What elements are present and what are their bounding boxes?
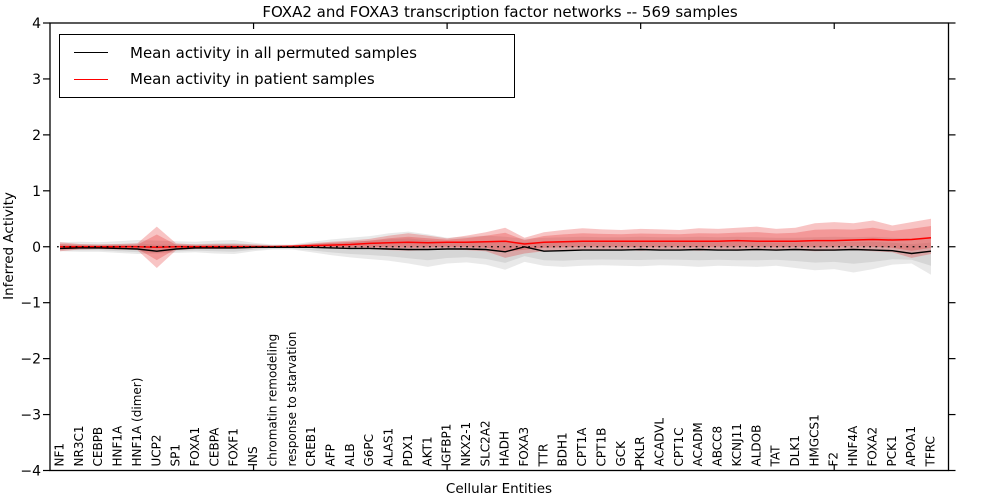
x-tick-label: DLK1 <box>788 435 802 466</box>
y-tick-labels: 4 3 2 1 0 −1 −2 −3 −4 <box>20 16 41 480</box>
permuted-range-band <box>60 231 931 275</box>
permuted-mean-line <box>59 246 932 255</box>
x-tick-labels: NF1 NR3C1 CEBPB HNF1A HNF1A (dimer) UCP2 SP1 FO… <box>53 332 938 468</box>
x-tick-label: BDH1 <box>556 432 570 466</box>
x-tick-label: PDX1 <box>401 434 415 466</box>
x-tick-label: HNF4A <box>846 425 860 467</box>
y-axis-label: Inferred Activity <box>1 192 17 300</box>
x-tick-label: KCNJ11 <box>730 423 744 466</box>
svg-text:−1: −1 <box>20 296 41 312</box>
x-tick-label: ALB <box>343 443 357 466</box>
x-tick-label: ALAS1 <box>382 428 396 467</box>
x-tick-label: CPT1B <box>595 428 609 467</box>
svg-text:−2: −2 <box>20 352 41 368</box>
x-tick-label: HMGCS1 <box>807 414 821 466</box>
x-tick-label: FOXA3 <box>517 427 531 467</box>
legend-line-black <box>74 52 108 54</box>
svg-text:2: 2 <box>32 128 41 144</box>
svg-text:4: 4 <box>32 16 41 32</box>
x-tick-label: ABCC8 <box>711 426 725 467</box>
axis-ticks <box>43 22 956 472</box>
x-tick-label: NKX2-1 <box>459 422 473 467</box>
x-tick-label: ACADM <box>691 422 705 466</box>
x-tick-label: NF1 <box>53 443 67 467</box>
x-tick-label: PKLR <box>633 436 647 466</box>
x-tick-label: UCP2 <box>149 434 163 466</box>
x-tick-label: AKT1 <box>420 436 434 466</box>
x-tick-label: ACADVL <box>653 418 667 467</box>
patient-range-band <box>60 218 931 268</box>
x-tick-label: TFRC <box>924 436 938 467</box>
x-tick-label: FOXF1 <box>227 428 241 466</box>
svg-text:−4: −4 <box>20 464 41 480</box>
legend: Mean activity in all permuted samples Me… <box>59 34 515 98</box>
x-tick-label: APOA1 <box>904 426 918 467</box>
x-tick-label: CREB1 <box>304 426 318 466</box>
x-tick-label: TTR <box>536 444 550 468</box>
svg-text:3: 3 <box>32 72 41 88</box>
x-tick-label: NR3C1 <box>72 426 86 467</box>
x-tick-label: INS <box>246 446 260 466</box>
x-tick-label: IGFBP1 <box>440 424 454 467</box>
svg-text:−3: −3 <box>20 408 41 424</box>
x-tick-label: TAT <box>769 445 783 468</box>
x-tick-label: CPT1C <box>672 428 686 467</box>
x-tick-label: HNF1A <box>111 425 125 467</box>
x-tick-label: HNF1A (dimer) <box>130 378 144 467</box>
x-tick-label: response to starvation <box>285 332 299 467</box>
svg-text:0: 0 <box>32 240 41 256</box>
x-tick-label: CEBPA <box>207 427 221 467</box>
x-tick-label: GCK <box>614 440 628 467</box>
x-tick-label: ALDOB <box>749 425 763 467</box>
x-tick-label: SP1 <box>169 444 183 467</box>
svg-text:1: 1 <box>32 184 41 200</box>
chart-title: FOXA2 and FOXA3 transcription factor net… <box>262 3 738 21</box>
x-tick-label: HADH <box>498 431 512 467</box>
x-tick-label: CPT1A <box>575 427 589 467</box>
x-tick-label: G6PC <box>362 434 376 467</box>
x-axis-label: Cellular Entities <box>445 481 553 497</box>
x-tick-label: FOXA1 <box>188 427 202 467</box>
legend-label: Mean activity in all permuted samples <box>130 43 417 62</box>
patient-mean-line <box>60 237 932 249</box>
x-tick-label: chromatin remodeling <box>265 334 279 467</box>
x-tick-label: PCK1 <box>885 435 899 466</box>
legend-item-permuted: Mean activity in all permuted samples <box>74 44 514 62</box>
x-tick-label: FOXA2 <box>865 427 879 467</box>
x-tick-label: F2 <box>827 452 841 467</box>
x-tick-label: CEBPB <box>91 427 105 467</box>
legend-label: Mean activity in patient samples <box>130 70 375 89</box>
x-tick-label: SLC2A2 <box>478 420 492 466</box>
legend-item-patient: Mean activity in patient samples <box>74 70 514 88</box>
legend-line-red <box>74 78 108 80</box>
x-tick-label: AFP <box>324 444 338 466</box>
